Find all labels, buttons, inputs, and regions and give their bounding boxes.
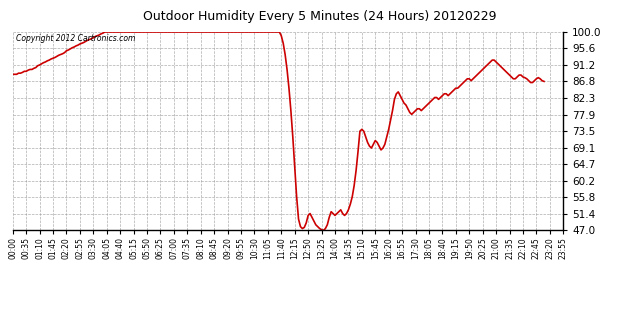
Text: Copyright 2012 Cartronics.com: Copyright 2012 Cartronics.com <box>15 34 135 43</box>
Text: Outdoor Humidity Every 5 Minutes (24 Hours) 20120229: Outdoor Humidity Every 5 Minutes (24 Hou… <box>143 10 497 23</box>
